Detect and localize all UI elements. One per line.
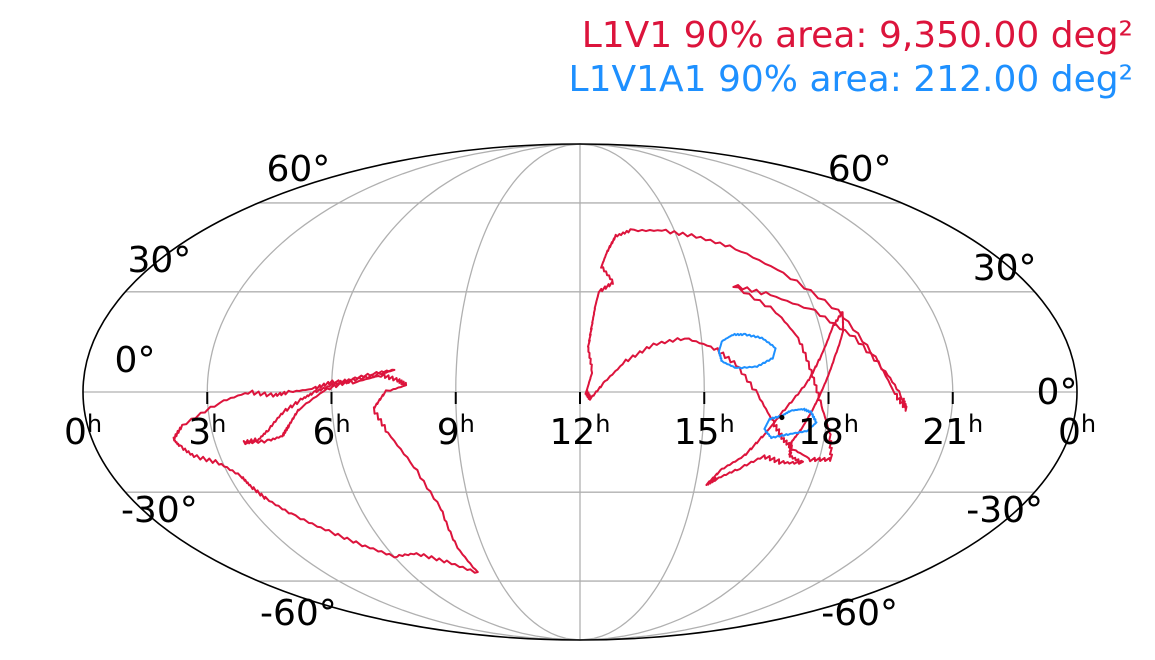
contour-series-0-region-2 xyxy=(172,372,479,574)
dec-tick-label-left-2: 0° xyxy=(1037,372,1078,413)
sky-ellipse-frame xyxy=(82,143,1078,641)
ra-tick-label-1: 21h xyxy=(922,410,983,453)
legend-entry-l1v1: L1V1 90% area: 9,350.00 deg² xyxy=(581,15,1133,56)
contour-series-0-region-0 xyxy=(584,228,908,463)
dec-tick-label-right-3: -30° xyxy=(121,490,198,531)
ra-tick-label-3: 15h xyxy=(674,410,735,453)
ra-tick-label-0: 0h xyxy=(64,410,102,453)
dec-tick-label-right-1: 30° xyxy=(127,240,191,281)
sky-boundary xyxy=(82,143,1078,641)
dec-tick-label-right-4: -60° xyxy=(260,593,337,634)
ra-tick-label-2: 18h xyxy=(798,410,859,453)
ra-tick-label-5: 9h xyxy=(437,410,475,453)
dec-tick-label-right-0: 60° xyxy=(266,149,330,190)
credible-region-contours xyxy=(172,228,908,574)
contour-series-1-region-1 xyxy=(763,407,818,440)
contour-series-0-region-1 xyxy=(705,311,845,486)
dec-tick-label-right-2: 0° xyxy=(115,340,156,381)
dec-tick-label-left-3: -30° xyxy=(966,490,1043,531)
source-marker-0 xyxy=(779,414,785,421)
dec-tick-label-left-1: 30° xyxy=(973,248,1037,289)
ra-tick-label-6: 6h xyxy=(312,410,350,453)
ra-tick-label-8: 0h xyxy=(1058,410,1096,453)
contour-series-1-region-0 xyxy=(718,332,777,370)
ra-tick-label-4: 12h xyxy=(549,410,610,453)
ra-tick-label-7: 3h xyxy=(188,410,226,453)
dec-tick-label-left-0: 60° xyxy=(828,149,892,190)
legend-entry-l1v1a1: L1V1A1 90% area: 212.00 deg² xyxy=(568,59,1133,100)
contour-series-0-region-3 xyxy=(242,368,396,446)
dec-tick-label-left-4: -60° xyxy=(821,593,898,634)
